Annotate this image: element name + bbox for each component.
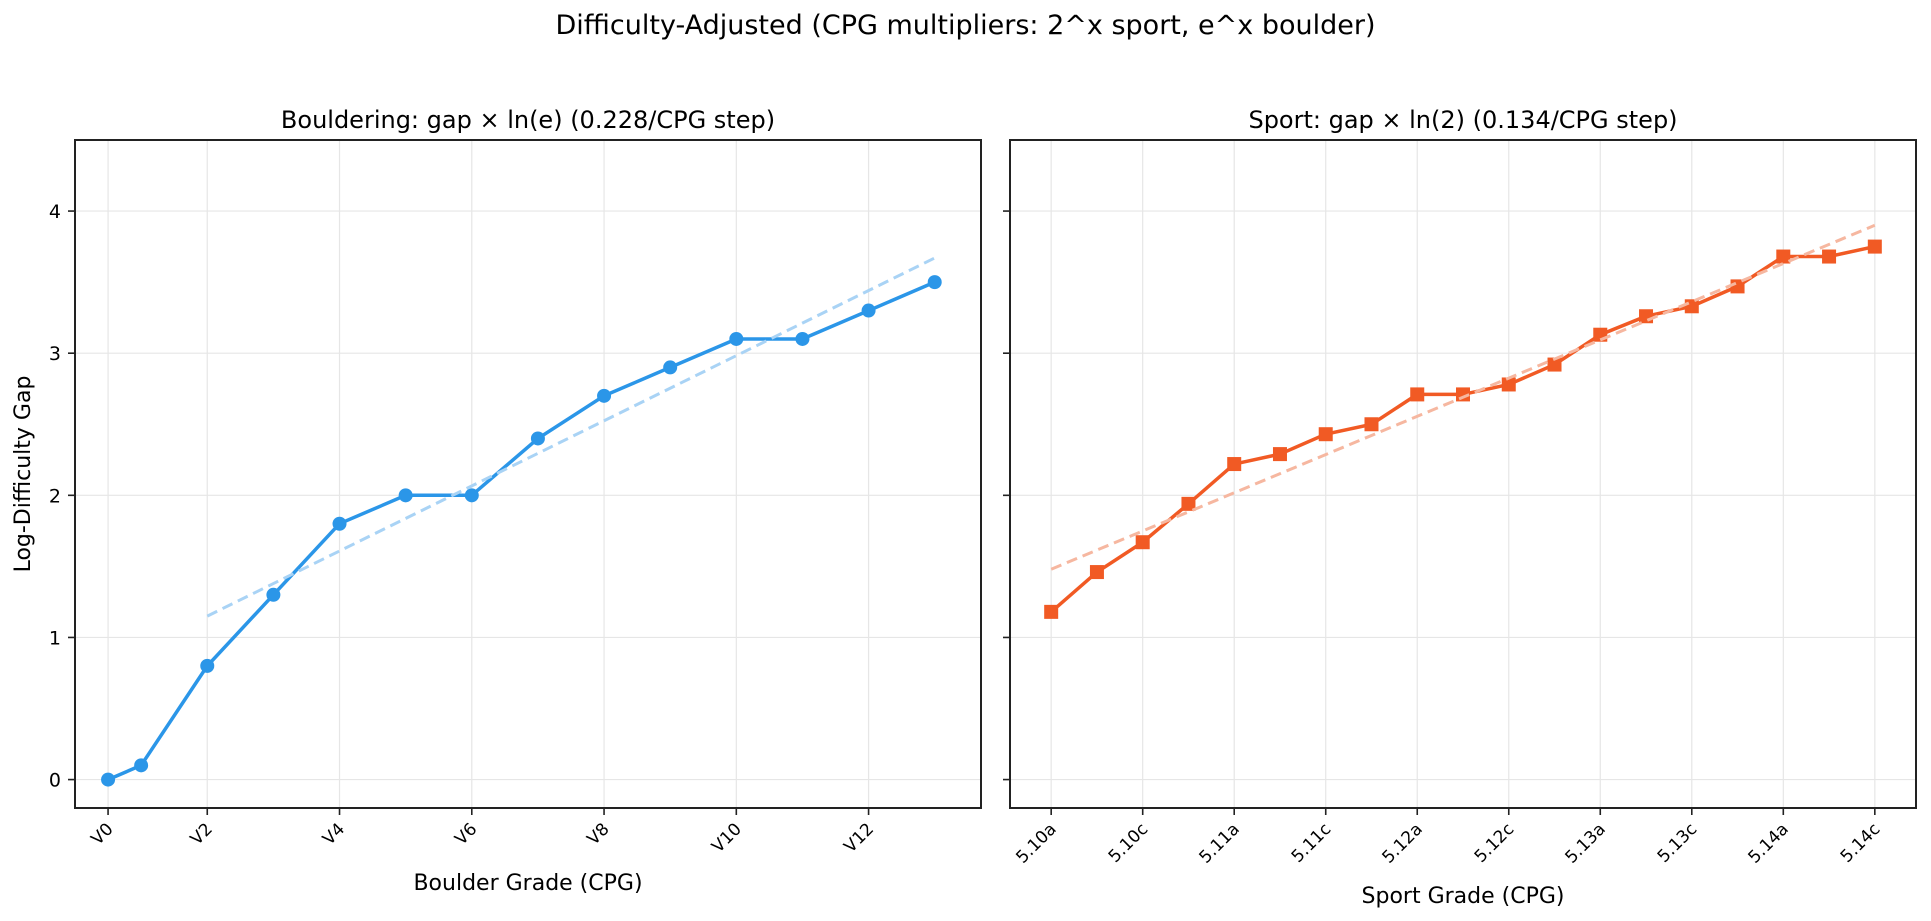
- data-point-marker: [1272, 447, 1287, 462]
- trend-line: [1050, 223, 1876, 571]
- x-tick-label: 5.10c: [1105, 819, 1153, 867]
- data-point-marker: [134, 758, 149, 773]
- data-point-marker: [1501, 377, 1516, 392]
- data-point-marker: [861, 303, 876, 318]
- data-point-marker: [101, 772, 116, 787]
- data-point-marker: [1135, 535, 1150, 550]
- y-tick-label: 2: [49, 485, 61, 507]
- axes-title: Bouldering: gap × ln(e) (0.228/CPG step): [281, 106, 775, 134]
- data-point-marker: [332, 516, 347, 531]
- x-tick-label: V12: [840, 819, 878, 857]
- data-point-marker: [1410, 387, 1425, 402]
- x-axis-label: Sport Grade (CPG): [1362, 884, 1565, 909]
- data-point-marker: [1867, 239, 1882, 254]
- data-point-marker: [795, 331, 810, 346]
- x-tick-label: 5.10a: [1012, 819, 1060, 867]
- x-tick-label: 5.12c: [1471, 819, 1519, 867]
- x-tick-label: 5.11a: [1195, 819, 1243, 867]
- x-tick-label: 5.14c: [1837, 819, 1885, 867]
- x-tick-label: V8: [584, 819, 614, 849]
- data-line: [1050, 244, 1876, 614]
- data-point-marker: [1044, 604, 1059, 619]
- y-tick-label: 4: [49, 201, 61, 223]
- bouldering-axes: Bouldering: gap × ln(e) (0.228/CPG step)…: [11, 106, 982, 896]
- axes-frame: [1009, 139, 1917, 809]
- x-tick-label: V6: [451, 819, 481, 849]
- data-line: [107, 280, 936, 782]
- data-point-marker: [1776, 249, 1791, 264]
- y-tick-label: 0: [49, 770, 61, 792]
- y-tick-label: 3: [49, 343, 61, 365]
- sport-axes: Sport: gap × ln(2) (0.134/CPG step) 5.10a…: [1003, 106, 1917, 909]
- data-point-marker: [1639, 309, 1654, 324]
- x-axis-label: Boulder Grade (CPG): [413, 871, 642, 896]
- data-point-marker: [1227, 457, 1242, 472]
- x-tick-label: V10: [708, 819, 746, 857]
- data-point-marker: [530, 431, 545, 446]
- x-tick-label: 5.14a: [1745, 819, 1793, 867]
- data-point-marker: [1547, 357, 1562, 372]
- y-axis-label: Log-Difficulty Gap: [11, 376, 36, 573]
- data-point-marker: [1318, 427, 1333, 442]
- data-point-marker: [1822, 249, 1837, 264]
- data-point-marker: [1684, 299, 1699, 314]
- data-point-marker: [398, 488, 413, 503]
- data-point-marker: [200, 658, 215, 673]
- x-tick-label: V2: [187, 819, 217, 849]
- figure-suptitle: Difficulty-Adjusted (CPG multipliers: 2^…: [555, 10, 1376, 41]
- data-point-marker: [927, 275, 942, 290]
- axes-title: Sport: gap × ln(2) (0.134/CPG step): [1248, 106, 1677, 134]
- x-tick-label: 5.11c: [1288, 819, 1336, 867]
- x-tick-label: V0: [88, 819, 118, 849]
- data-point-marker: [663, 360, 678, 375]
- x-tick-label: 5.12a: [1378, 819, 1426, 867]
- data-point-marker: [1364, 417, 1379, 432]
- axes-frame: [74, 139, 982, 809]
- data-point-marker: [597, 388, 612, 403]
- data-point-marker: [464, 488, 479, 503]
- x-tick-label: V4: [319, 819, 349, 849]
- data-point-marker: [266, 587, 281, 602]
- x-tick-label: 5.13a: [1562, 819, 1610, 867]
- data-point-marker: [1089, 565, 1104, 580]
- trend-line: [206, 256, 936, 618]
- x-tick-label: 5.13c: [1654, 819, 1702, 867]
- y-tick-label: 1: [49, 627, 61, 649]
- data-point-marker: [729, 331, 744, 346]
- data-point-marker: [1181, 496, 1196, 511]
